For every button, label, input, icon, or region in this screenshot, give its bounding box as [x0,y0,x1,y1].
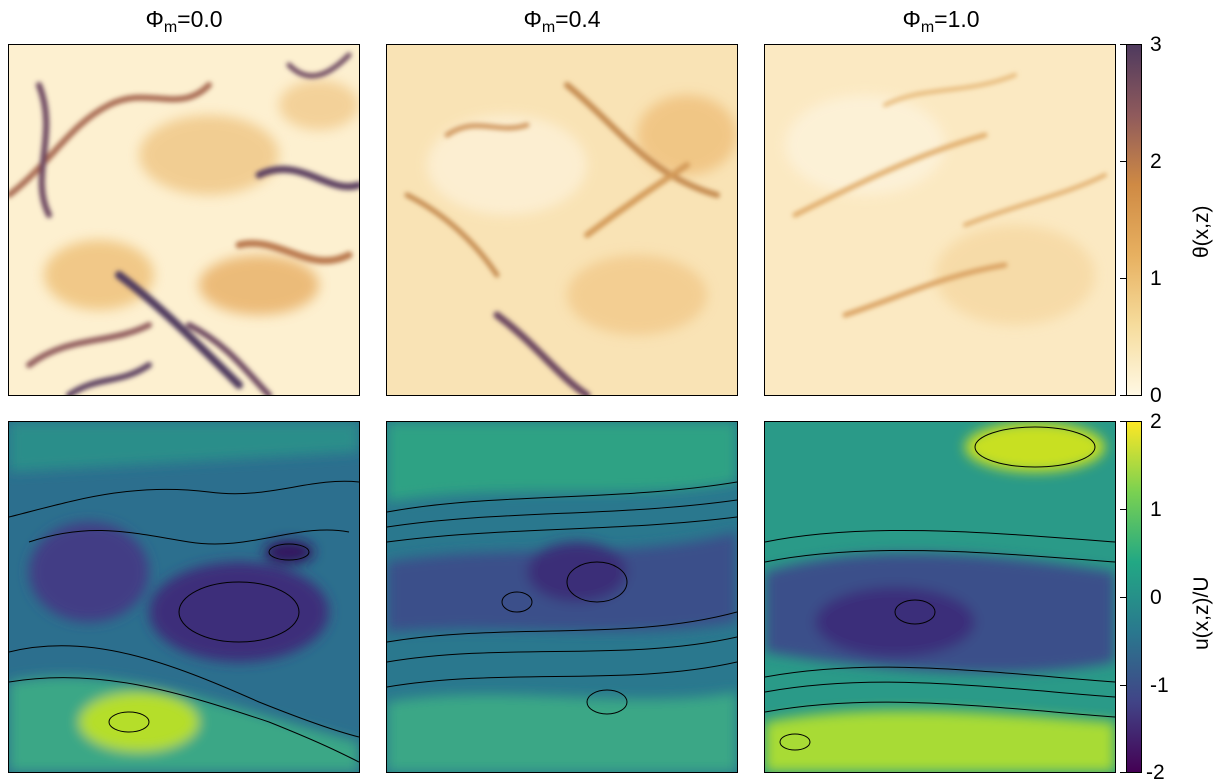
velocity-tick-1: 1 [1150,498,1162,521]
theta-panel-1 [386,44,738,396]
velocity-colorbar [1126,421,1142,773]
column-title-1: Φm=0.4 [523,6,601,36]
theta-panel-2 [764,44,1116,396]
column-title-0: Φm=0.0 [145,6,223,36]
theta-tick-1: 1 [1150,267,1162,290]
velocity-tick-neg2: -2 [1146,761,1165,784]
theta-colorbar-label: θ(x,z) [1190,205,1213,259]
velocity-tick-neg1: -1 [1150,674,1169,697]
velocity-tick-2: 2 [1150,410,1162,433]
theta-panel-0 [8,44,360,396]
column-title-2: Φm=1.0 [902,6,980,36]
theta-colorbar [1126,44,1142,396]
velocity-panel-1 [386,421,738,773]
velocity-panel-2 [764,421,1116,773]
velocity-panel-0 [8,421,360,773]
theta-tick-0: 0 [1150,384,1162,407]
velocity-tick-0: 0 [1150,586,1162,609]
theta-tick-3: 3 [1150,33,1162,56]
theta-tick-2: 2 [1150,150,1162,173]
velocity-colorbar-label: u(x,z)/U [1190,576,1213,651]
